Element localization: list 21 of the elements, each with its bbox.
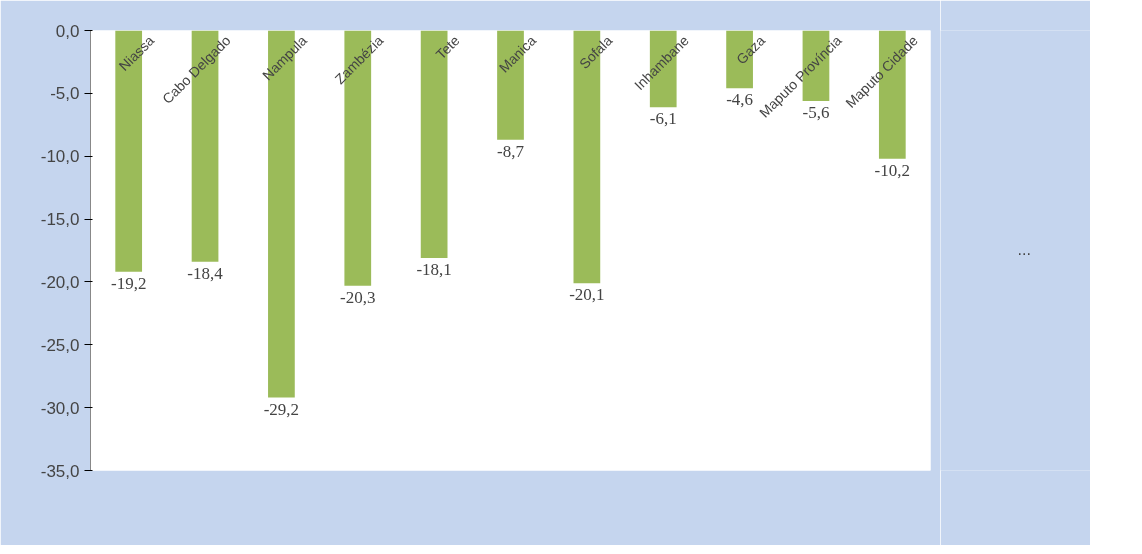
y-tick-label: -35,0 [40, 461, 80, 481]
y-tick-label: 0,0 [55, 21, 80, 41]
data-label: -29,2 [263, 399, 300, 419]
y-tick-label: -25,0 [40, 335, 80, 355]
y-tick-label: -20,0 [40, 272, 80, 292]
y-tick-label: -5,0 [50, 84, 80, 104]
data-label: -19,2 [110, 273, 147, 293]
data-label: -10,2 [874, 160, 911, 180]
data-label: -18,4 [187, 263, 224, 283]
text: ... [1017, 241, 1032, 259]
data-label: -8,7 [497, 141, 525, 161]
data-label: -5,6 [802, 102, 830, 122]
data-label: -20,1 [569, 285, 605, 305]
data-label: -18,1 [416, 260, 452, 280]
data-label: -4,6 [726, 90, 754, 110]
data-label: -6,1 [649, 109, 677, 129]
data-label: -20,3 [340, 287, 376, 307]
y-tick-label: -10,0 [40, 147, 80, 167]
y-tick-label: -15,0 [40, 210, 80, 230]
y-tick-label: -30,0 [40, 398, 80, 418]
x-tick-label: Tete [432, 32, 463, 63]
